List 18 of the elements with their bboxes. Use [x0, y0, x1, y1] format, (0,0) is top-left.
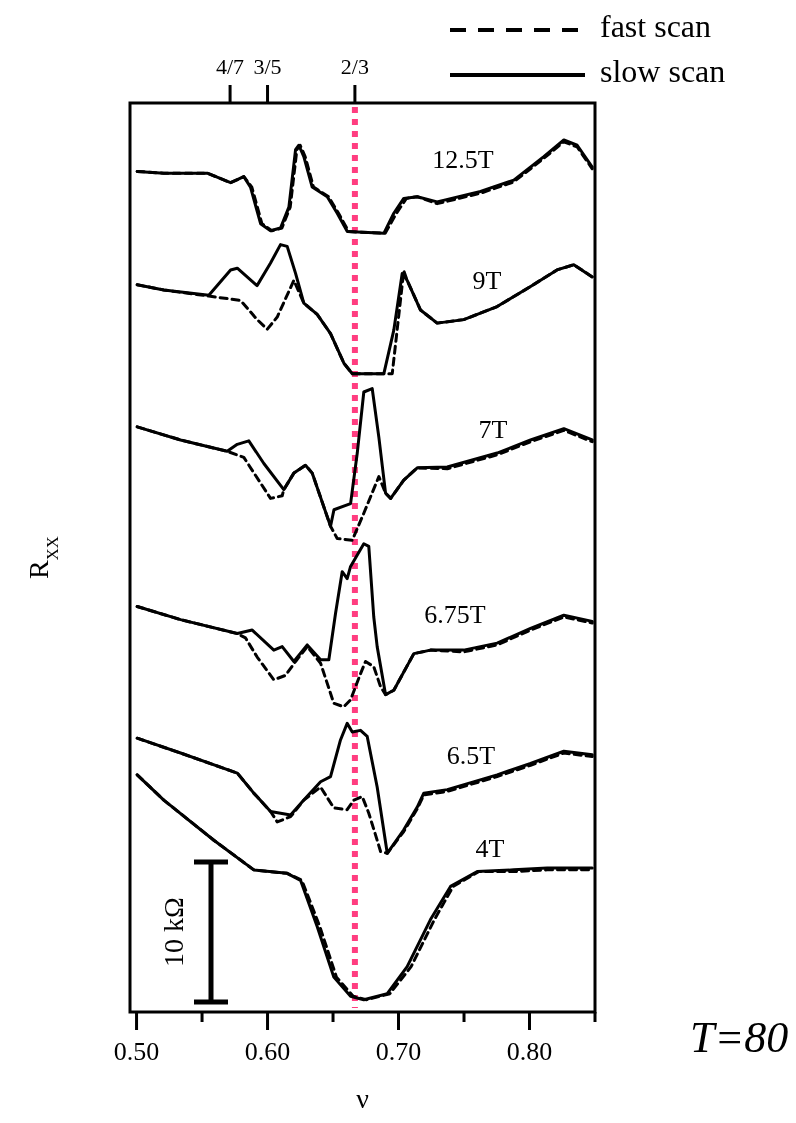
annotation: 6.75T — [424, 599, 486, 629]
annotation: 4T — [475, 833, 505, 863]
legend-label: fast scan — [600, 8, 712, 45]
legend-label: slow scan — [600, 53, 726, 90]
x-tick-label: 0.80 — [506, 1037, 553, 1066]
annotation: 7T — [478, 414, 508, 444]
annotation: 12.5T — [432, 144, 494, 174]
x-axis-title: ν — [356, 1083, 369, 1114]
x-tick-label: 0.50 — [113, 1037, 160, 1066]
annotation: 10 kΩ — [158, 897, 189, 967]
annotation: 6.5T — [446, 740, 496, 770]
text: T=80 — [690, 1013, 789, 1062]
x-tick-label: 0.60 — [244, 1037, 291, 1066]
x2-tick-label: 3/5 — [253, 54, 282, 79]
annotation: 9T — [472, 265, 502, 295]
x2-tick-label: 2/3 — [340, 54, 369, 79]
x-tick-label: 0.70 — [375, 1037, 422, 1066]
x2-tick-label: 4/7 — [216, 54, 245, 79]
